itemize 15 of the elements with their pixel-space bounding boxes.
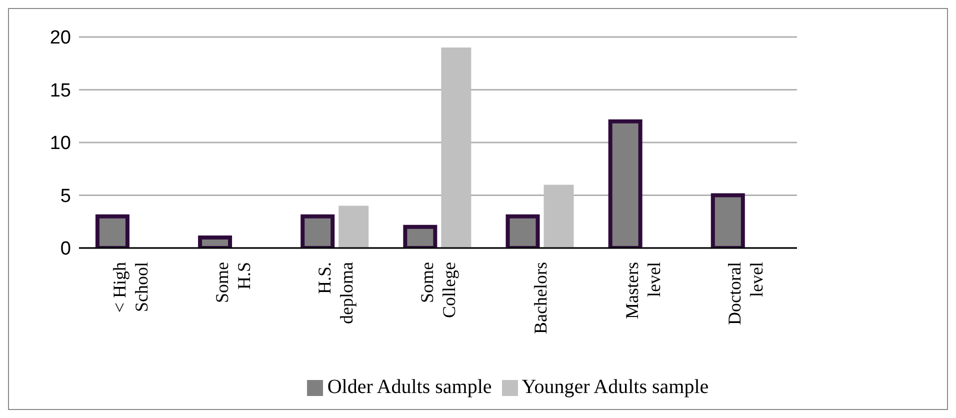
y-tick-label: 15 (50, 80, 71, 102)
x-tick-label: < High School (109, 262, 152, 313)
y-tick-label: 0 (60, 238, 71, 260)
x-tick-label: Some H.S (212, 262, 254, 304)
x-tick-label: Doctoral level (724, 262, 767, 325)
x-tick-label: Masters level (622, 262, 664, 319)
x-tick-label: H.S. deploma (314, 262, 356, 324)
x-tick-label: Bachelors (530, 262, 551, 334)
x-tick-label: Some College (417, 262, 459, 318)
y-tick-label: 20 (50, 28, 71, 49)
y-tick-label: 5 (60, 186, 71, 207)
legend-label: Younger Adults sample (522, 376, 709, 398)
legend-label: Older Adults sample (327, 376, 492, 398)
y-tick-label: 10 (50, 133, 71, 154)
bar (441, 48, 472, 248)
